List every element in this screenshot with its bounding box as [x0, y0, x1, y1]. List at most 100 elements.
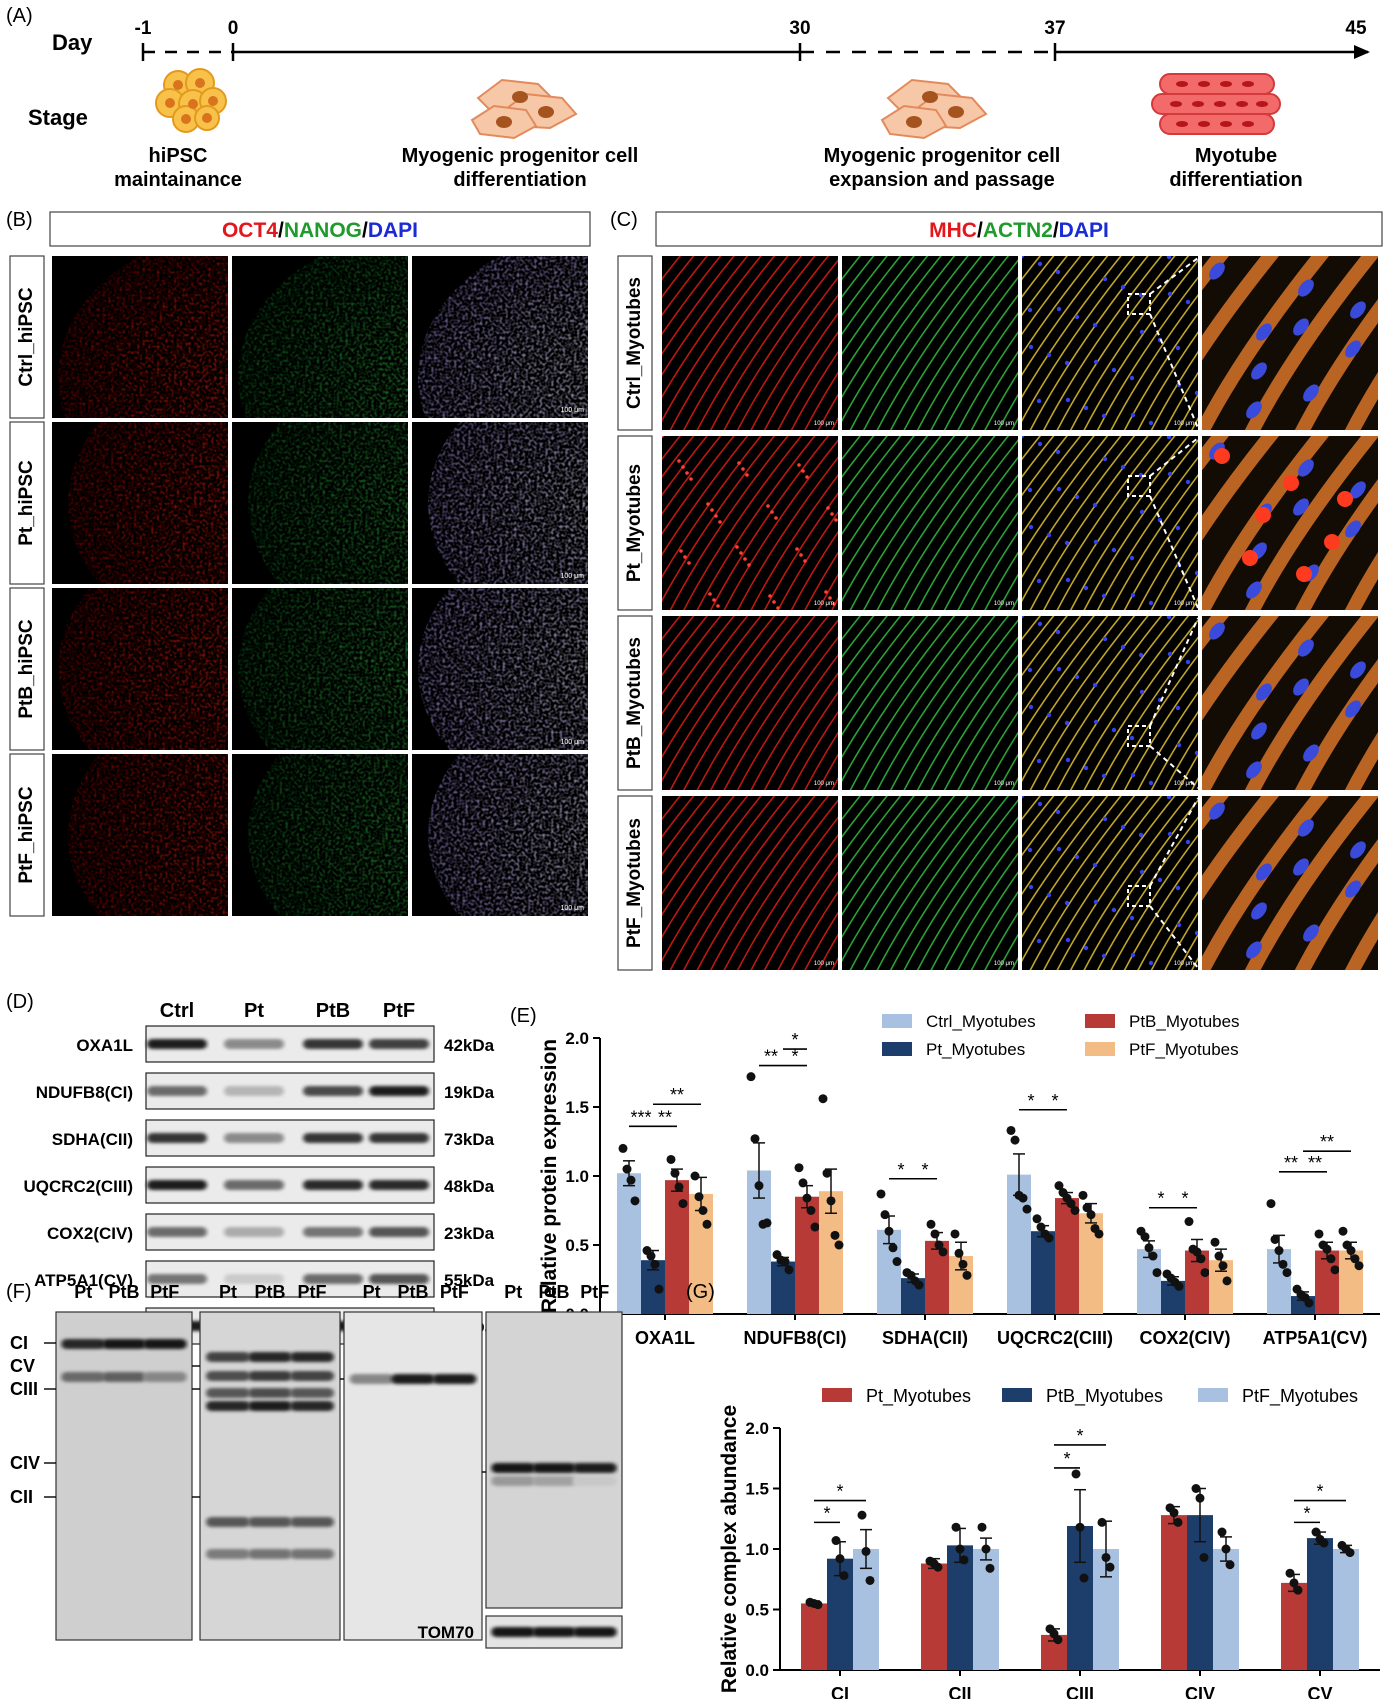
myotube-fibre	[1022, 436, 1122, 579]
nucleus-dot	[1056, 666, 1062, 672]
scale-bar-label: 100 μm	[1174, 961, 1194, 967]
myotube-fibre	[804, 731, 838, 790]
myotube-fibre	[1029, 616, 1149, 790]
myotube-fibre	[903, 619, 1018, 790]
nucleus-dot	[1046, 712, 1052, 718]
nucleus-dot	[1303, 744, 1319, 762]
myotube-fibre	[1022, 256, 1095, 356]
nucleus-dot	[1027, 307, 1033, 313]
bn-band	[491, 1476, 536, 1486]
significance-label: **	[1284, 1153, 1298, 1173]
nucleus-dot	[1101, 953, 1107, 959]
data-point	[1354, 1261, 1364, 1271]
panel-c-row-label-box	[617, 255, 653, 431]
nucleus-dot	[1037, 801, 1043, 807]
data-point	[1195, 1493, 1205, 1503]
myotube-fibre	[1164, 551, 1198, 610]
nucleus-dot	[1209, 262, 1225, 280]
zoom-connector	[1149, 617, 1199, 727]
myotube-fibre	[682, 256, 803, 430]
nucleus-dot	[1028, 344, 1034, 350]
aggregate-dot	[679, 549, 683, 553]
aggregate-dot	[772, 600, 776, 604]
myotube-fibre	[1137, 871, 1198, 970]
data-point	[1148, 1251, 1158, 1261]
myotube-fibre	[1056, 796, 1176, 970]
nucleus-dot	[1293, 678, 1309, 696]
panel-b-colony	[238, 588, 408, 750]
nucleus-dot	[1022, 256, 1025, 259]
nucleus-dot	[1056, 846, 1062, 852]
myotube-fibre	[1177, 753, 1198, 790]
nucleus-dot	[1148, 600, 1154, 606]
data-point	[1270, 1234, 1280, 1244]
myotube-fibre	[669, 796, 789, 970]
nucleus-dot	[1130, 952, 1136, 958]
myotube-fibre	[723, 619, 838, 790]
nucleus-dot	[1064, 360, 1070, 366]
data-point	[1326, 1254, 1336, 1264]
blot-band	[224, 1180, 284, 1190]
blot-band	[303, 1039, 363, 1049]
panel-f: (F) Pt PtB PtF Pt PtB PtF Pt PtB PtF Pt PtB PtF CI CV…	[6, 1281, 623, 1649]
myotube-fibre	[662, 616, 762, 759]
nucleus-dot	[1064, 900, 1070, 906]
nucleus-dot	[1056, 486, 1062, 492]
panel-b-row-label-box	[9, 753, 45, 917]
myotube-fibre	[1022, 256, 1042, 281]
bar	[795, 1196, 819, 1314]
myotube-fibre	[842, 256, 915, 356]
panel-c-header: MHC/ACTN2/DAPI	[929, 219, 1109, 242]
aggregate-dot	[774, 516, 778, 520]
myotube-fibre	[842, 256, 875, 298]
myotube-fibre	[1022, 796, 1055, 838]
aggregate-dot	[685, 471, 689, 475]
myotube-fibre	[1022, 256, 1122, 399]
progenitor-cells-icon	[470, 78, 578, 140]
myotube-fibre	[930, 653, 1018, 790]
myotube-fibre	[1344, 372, 1378, 430]
bn-lane-label: PtF	[150, 1282, 179, 1302]
myotube-fibre	[842, 436, 956, 603]
myotube-fibre	[662, 436, 735, 536]
myotube-fibre	[1202, 256, 1280, 361]
data-point	[1071, 1469, 1081, 1479]
data-point	[802, 1193, 812, 1203]
data-point	[1350, 1254, 1360, 1264]
myotube-fibre	[1022, 616, 1055, 658]
nucleus-dot	[1092, 502, 1098, 508]
data-point	[1266, 1199, 1276, 1209]
panel-b-colony	[428, 422, 588, 584]
nucleus-dot	[1185, 839, 1191, 845]
panel-b-row-label: Pt_hiPSC	[16, 460, 37, 546]
blot-band	[147, 1039, 207, 1049]
myotube-fibre	[1042, 436, 1163, 610]
myotube-fibre	[1083, 619, 1198, 790]
nucleus-dot	[1102, 636, 1108, 642]
nucleus-dot	[1130, 592, 1136, 598]
data-point	[1184, 1217, 1194, 1227]
data-point	[1032, 1214, 1042, 1224]
scale-bar-label: 100 μm	[814, 961, 834, 967]
data-point	[654, 1284, 664, 1294]
panel-b-colony	[58, 588, 228, 750]
data-point	[1174, 1281, 1184, 1291]
myotube-fibre	[957, 871, 1018, 970]
data-point	[1191, 1484, 1201, 1493]
myotube-fibre	[970, 350, 1018, 430]
nucleus-dot	[1148, 960, 1154, 966]
nucleus-dot	[1129, 735, 1135, 741]
myotube-fibre	[662, 616, 722, 696]
myotube-fibre	[1244, 796, 1378, 970]
panel-c-fibres	[662, 796, 838, 970]
bn-complex-label: CIII	[10, 1379, 38, 1399]
myotube-fibre	[842, 256, 902, 336]
data-point	[1094, 1229, 1104, 1239]
myotube-fibre	[662, 436, 776, 603]
nucleus-dot	[1246, 761, 1262, 779]
myotube-fibre	[842, 436, 862, 461]
myotube-fibre	[1022, 796, 1082, 876]
aggregate-dot	[834, 518, 838, 522]
myotube-fibre	[1202, 796, 1280, 901]
